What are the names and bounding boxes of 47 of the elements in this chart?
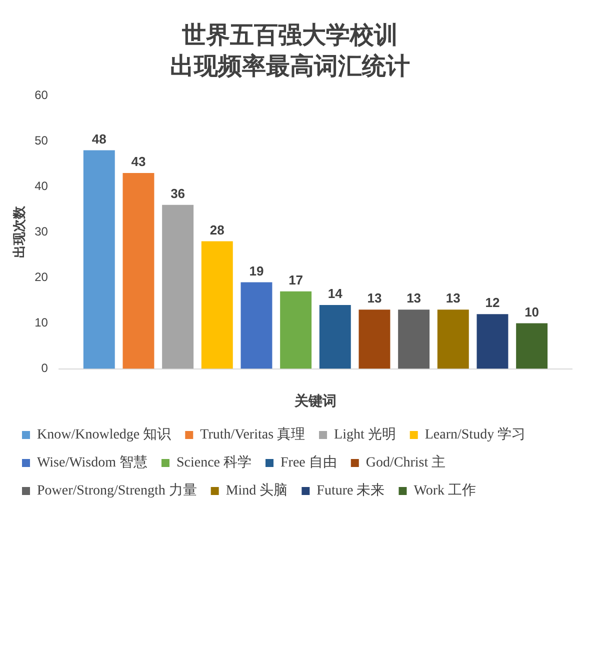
- bar: [319, 305, 351, 369]
- data-label: 28: [210, 222, 224, 238]
- bar: [398, 310, 430, 369]
- y-tick-label: 0: [41, 361, 48, 376]
- legend-label: Know/Knowledge 知识: [37, 426, 172, 443]
- bar: [437, 310, 469, 369]
- y-tick-label: 50: [34, 133, 48, 148]
- legend-label: Truth/Veritas 真理: [200, 426, 306, 443]
- data-label: 14: [328, 286, 344, 302]
- bar: [122, 173, 154, 369]
- legend-label: Science 科学: [176, 454, 252, 471]
- data-label: 13: [446, 290, 460, 306]
- data-label: 36: [170, 186, 186, 201]
- legend-label: God/Christ 主: [366, 454, 446, 471]
- data-label: 19: [249, 263, 264, 278]
- bar: [240, 282, 272, 369]
- data-label: 13: [406, 290, 422, 306]
- legend-label: Free 自由: [280, 454, 337, 471]
- data-label: 43: [131, 154, 146, 170]
- legend-label: Wise/Wisdom 智慧: [37, 454, 148, 471]
- bar: [201, 241, 233, 369]
- data-label: 13: [367, 290, 382, 306]
- bar: [358, 310, 390, 369]
- legend-label: Power/Strong/Strength 力量: [37, 482, 197, 499]
- chart-subtitle: 出现频率最高词汇统计: [170, 52, 410, 80]
- y-tick-label: 30: [34, 224, 48, 239]
- bar: [476, 314, 508, 369]
- data-label: 12: [485, 295, 500, 310]
- bar: [83, 150, 115, 369]
- legend-label: Learn/Study 学习: [424, 426, 526, 443]
- legend-label: Future 未来: [316, 482, 385, 499]
- bar: [516, 323, 548, 369]
- legend-label: Work 工作: [414, 482, 476, 499]
- y-tick-label: 40: [34, 178, 48, 193]
- y-axis-title: 出现次数: [11, 205, 26, 258]
- data-label: 17: [288, 272, 304, 288]
- x-axis-title: 关键词: [293, 392, 336, 408]
- y-tick-label: 60: [34, 88, 48, 102]
- legend-label: Light 光明: [334, 426, 396, 443]
- chart-title: 世界五百强大学校训: [181, 22, 398, 50]
- bar: [162, 204, 194, 369]
- data-label: 10: [524, 304, 540, 320]
- legend-label: Mind 头脑: [226, 482, 288, 499]
- y-tick-label: 10: [34, 316, 48, 330]
- data-label: 48: [92, 131, 106, 146]
- y-tick-label: 20: [34, 270, 48, 284]
- bar: [280, 291, 312, 369]
